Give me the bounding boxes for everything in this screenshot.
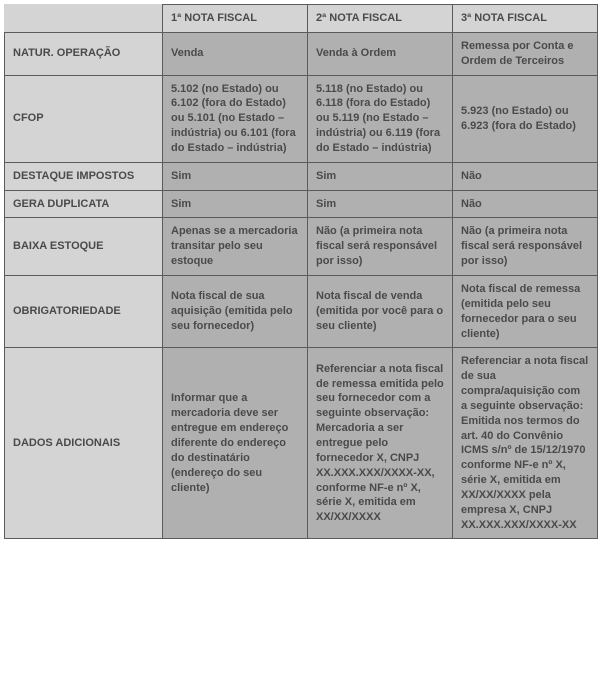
table-body: NATUR. OPERAÇÃO Venda Venda à Ordem Reme…: [5, 32, 598, 539]
cell: 5.923 (no Estado) ou 6.923 (fora do Esta…: [453, 75, 598, 162]
row-header-baixa-estoque: BAIXA ESTOQUE: [5, 218, 163, 276]
cell: Apenas se a mercadoria transitar pelo se…: [163, 218, 308, 276]
cell: Não: [453, 190, 598, 218]
cell: Sim: [163, 190, 308, 218]
row-header-natur-operacao: NATUR. OPERAÇÃO: [5, 32, 163, 75]
cell: Sim: [163, 162, 308, 190]
table-row: DADOS ADICIONAIS Informar que a mercador…: [5, 348, 598, 539]
nota-fiscal-table: 1ª NOTA FISCAL 2ª NOTA FISCAL 3ª NOTA FI…: [4, 4, 598, 539]
cell: Nota fiscal de venda (emitida por você p…: [308, 275, 453, 347]
cell: Informar que a mercadoria deve ser entre…: [163, 348, 308, 539]
table-row: OBRIGATORIEDADE Nota fiscal de sua aquis…: [5, 275, 598, 347]
row-header-gera-duplicata: GERA DUPLICATA: [5, 190, 163, 218]
col-header-empty: [5, 5, 163, 33]
row-header-dados-adicionais: DADOS ADICIONAIS: [5, 348, 163, 539]
cell: Venda: [163, 32, 308, 75]
row-header-obrigatoriedade: OBRIGATORIEDADE: [5, 275, 163, 347]
cell: Não: [453, 162, 598, 190]
row-header-cfop: CFOP: [5, 75, 163, 162]
col-header-3: 3ª NOTA FISCAL: [453, 5, 598, 33]
cell: Remessa por Conta e Ordem de Terceiros: [453, 32, 598, 75]
row-header-destaque-impostos: DESTAQUE IMPOSTOS: [5, 162, 163, 190]
table-row: DESTAQUE IMPOSTOS Sim Sim Não: [5, 162, 598, 190]
table-row: GERA DUPLICATA Sim Sim Não: [5, 190, 598, 218]
cell: Sim: [308, 190, 453, 218]
table-header-row: 1ª NOTA FISCAL 2ª NOTA FISCAL 3ª NOTA FI…: [5, 5, 598, 33]
cell: Referenciar a nota fiscal de remessa emi…: [308, 348, 453, 539]
cell: Referenciar a nota fiscal de sua compra/…: [453, 348, 598, 539]
cell: Não (a primeira nota fiscal será respons…: [453, 218, 598, 276]
table-row: BAIXA ESTOQUE Apenas se a mercadoria tra…: [5, 218, 598, 276]
cell: 5.102 (no Estado) ou 6.102 (fora do Esta…: [163, 75, 308, 162]
cell: 5.118 (no Estado) ou 6.118 (fora do Esta…: [308, 75, 453, 162]
cell: Nota fiscal de remessa (emitida pelo seu…: [453, 275, 598, 347]
table-row: CFOP 5.102 (no Estado) ou 6.102 (fora do…: [5, 75, 598, 162]
col-header-2: 2ª NOTA FISCAL: [308, 5, 453, 33]
cell: Venda à Ordem: [308, 32, 453, 75]
cell: Sim: [308, 162, 453, 190]
col-header-1: 1ª NOTA FISCAL: [163, 5, 308, 33]
table-row: NATUR. OPERAÇÃO Venda Venda à Ordem Reme…: [5, 32, 598, 75]
cell: Nota fiscal de sua aquisição (emitida pe…: [163, 275, 308, 347]
cell: Não (a primeira nota fiscal será respons…: [308, 218, 453, 276]
